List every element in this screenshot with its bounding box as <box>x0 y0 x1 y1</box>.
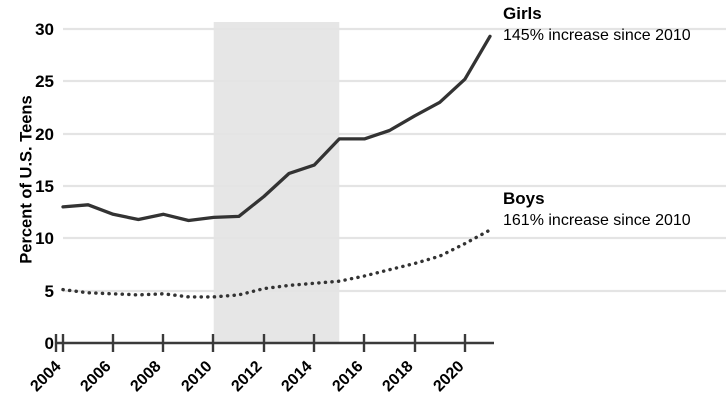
annotation-girls: Girls 145% increase since 2010 <box>503 4 691 45</box>
y-tick-label-5: 5 <box>44 282 54 301</box>
series-line-girls <box>61 34 492 223</box>
annotation-girls-title: Girls <box>503 4 542 23</box>
annotation-boys: Boys 161% increase since 2010 <box>503 189 691 230</box>
y-tick-label-15: 15 <box>35 177 54 196</box>
annotation-boys-title: Boys <box>503 189 545 208</box>
y-tick-label-10: 10 <box>35 229 54 248</box>
y-tick-label-20: 20 <box>35 125 54 144</box>
x-axis-line <box>54 334 494 352</box>
shaded-region-2010-2015 <box>213 22 340 343</box>
annotation-girls-text: 145% increase since 2010 <box>503 26 691 44</box>
y-tick-label-30: 30 <box>35 20 54 39</box>
gridlines <box>63 27 726 293</box>
y-tick-label-25: 25 <box>35 72 54 91</box>
annotation-boys-text: 161% increase since 2010 <box>503 211 691 229</box>
series-line-boys <box>61 228 492 299</box>
y-tick-label-0: 0 <box>44 334 54 353</box>
